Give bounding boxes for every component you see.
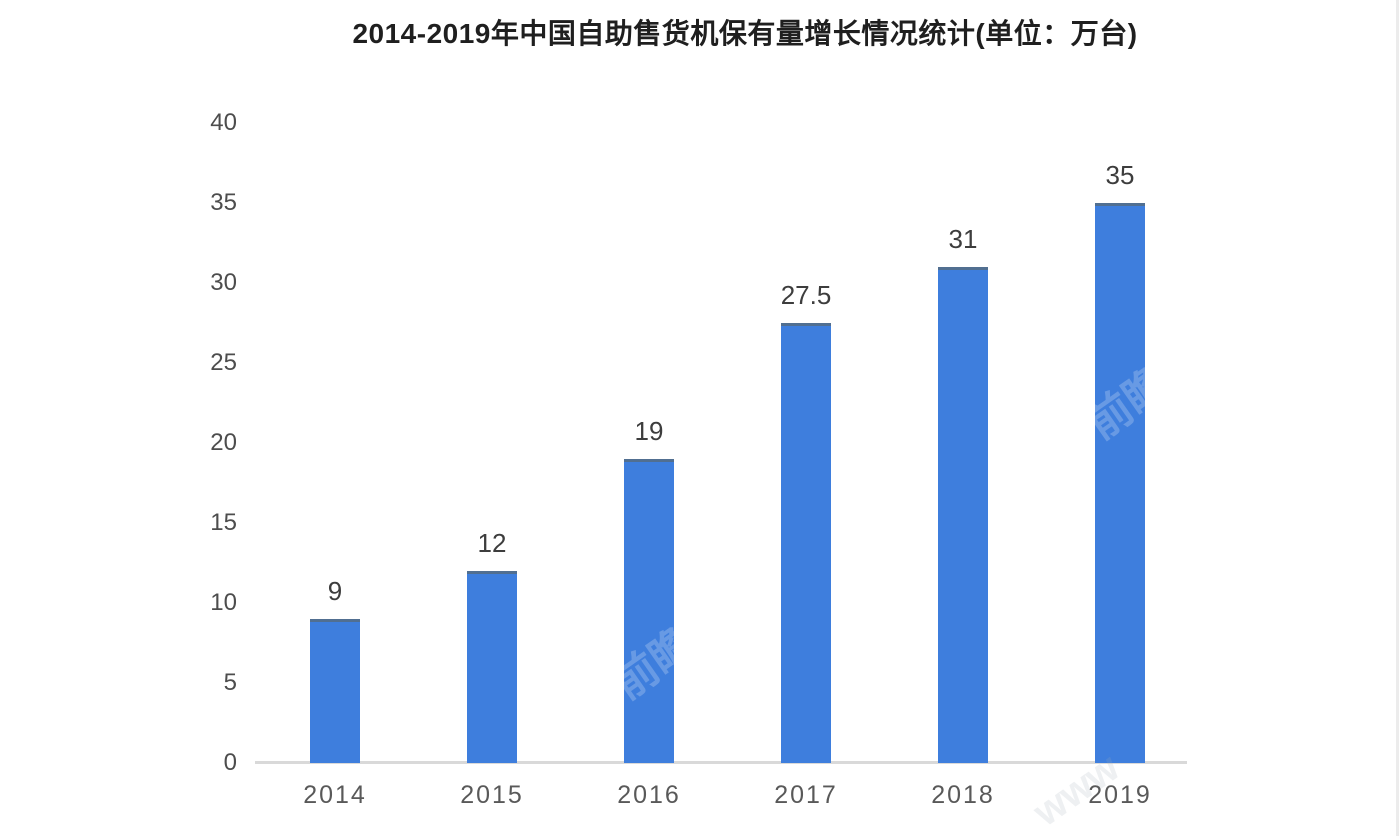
chart-title: 2014-2019年中国自助售货机保有量增长情况统计(单位：万台) [352, 18, 1138, 49]
x-axis-tick-label: 2019 [1088, 781, 1152, 809]
y-axis-tick-label: 0 [223, 749, 237, 776]
bar-2017 [781, 323, 831, 763]
bar-value-label: 27.5 [780, 280, 832, 310]
bar-value-label: 12 [477, 528, 507, 558]
x-axis-tick-label: 2015 [460, 781, 524, 809]
image-right-border [1396, 0, 1399, 836]
y-axis-tick-label: 25 [210, 349, 237, 376]
x-axis-tick-label: 2016 [617, 781, 681, 809]
x-axis-tick-label: 2017 [774, 781, 838, 809]
y-axis-tick-label: 10 [210, 589, 237, 616]
bar-2016 [624, 459, 674, 763]
y-axis-tick-label: 30 [210, 269, 237, 296]
y-axis-tick-label: 5 [223, 669, 237, 696]
bar-2018 [938, 267, 988, 763]
bar-value-label: 19 [634, 416, 664, 446]
y-axis-tick-label: 35 [210, 189, 237, 216]
x-axis-baseline [255, 761, 1187, 764]
bar-value-label: 31 [948, 224, 978, 254]
y-axis-tick-label: 40 [210, 109, 237, 136]
bar-value-label: 35 [1105, 160, 1135, 190]
bar-2014 [310, 619, 360, 763]
x-axis-tick-label: 2018 [931, 781, 995, 809]
bar-2015 [467, 571, 517, 763]
y-axis-tick-label: 15 [210, 509, 237, 536]
y-axis-tick-label: 20 [210, 429, 237, 456]
x-axis-tick-label: 2014 [303, 781, 367, 809]
bar-value-label: 9 [327, 576, 343, 606]
bar-2019 [1095, 203, 1145, 763]
